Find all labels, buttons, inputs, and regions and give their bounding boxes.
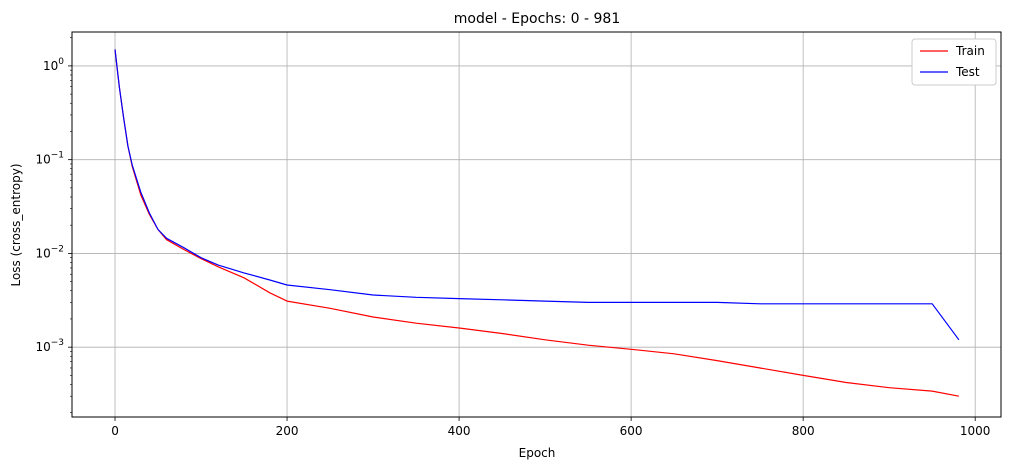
y-tick-label: 10−3 xyxy=(35,338,64,354)
grid xyxy=(72,32,1001,417)
x-tick-label: 1000 xyxy=(960,424,991,438)
chart-title: model - Epochs: 0 - 981 xyxy=(454,11,620,27)
x-tick-label: 600 xyxy=(620,424,643,438)
y-tick-label: 10−1 xyxy=(35,151,64,167)
x-tick-label: 200 xyxy=(276,424,299,438)
y-tick-label: 10−2 xyxy=(35,244,64,260)
x-axis-label: Epoch xyxy=(519,446,556,460)
x-tick-label: 800 xyxy=(792,424,815,438)
x-tick-label: 0 xyxy=(111,424,119,438)
legend-label-train: Train xyxy=(955,44,985,58)
x-tick-label: 400 xyxy=(448,424,471,438)
series-line-test xyxy=(114,49,960,341)
series-line-train xyxy=(114,49,960,397)
y-axis: 10−3 10−2 10−1 100 xyxy=(35,37,72,414)
x-axis: 0 200 400 600 800 1000 xyxy=(111,417,990,438)
y-tick-label: 100 xyxy=(43,57,64,73)
legend: Train Test xyxy=(911,38,997,86)
series-layer xyxy=(114,49,960,397)
plot-frame xyxy=(71,31,1002,418)
y-axis-label: Loss (cross_entropy) xyxy=(9,163,23,286)
legend-label-test: Test xyxy=(955,65,980,79)
